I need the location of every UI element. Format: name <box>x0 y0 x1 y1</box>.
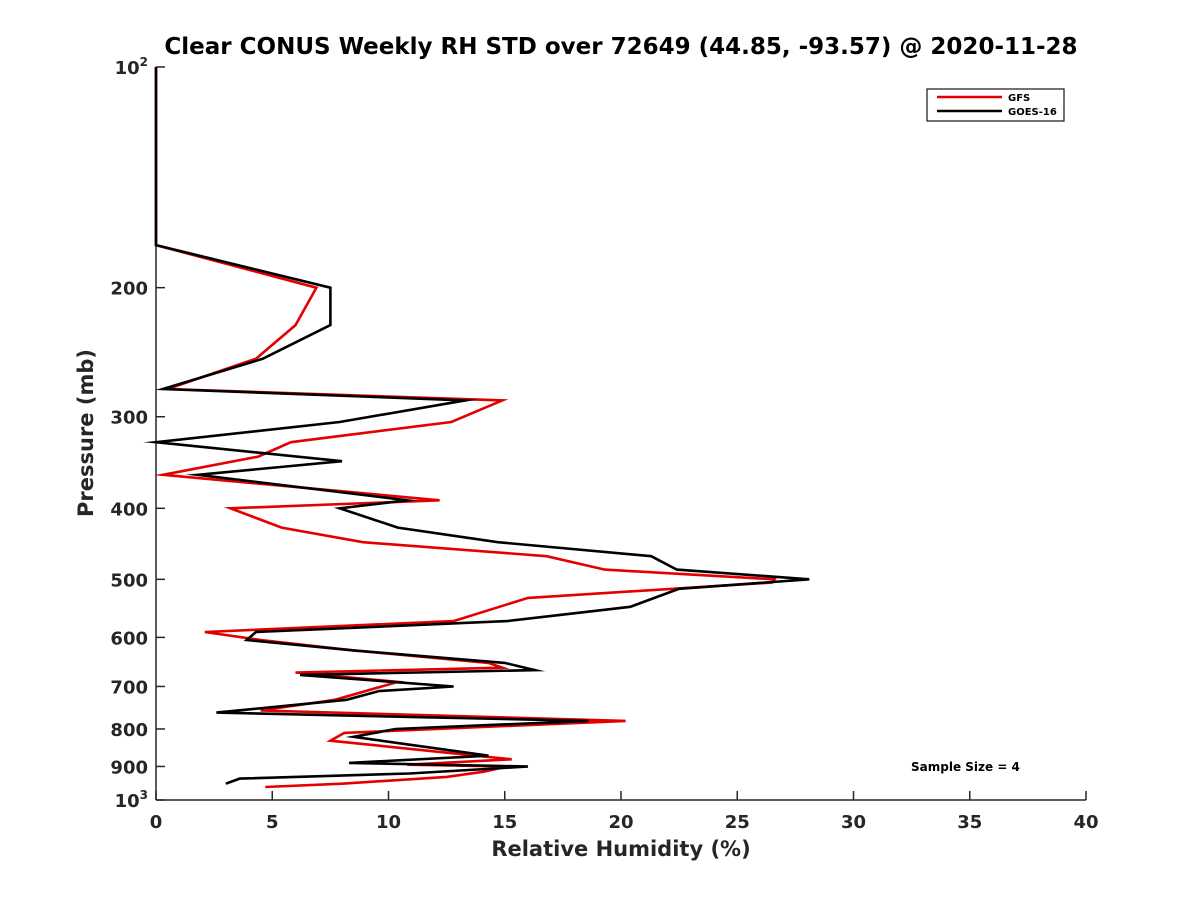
y-tick-exponent: 3 <box>140 788 148 802</box>
y-tick-label: 800 <box>110 720 148 741</box>
y-tick-label: 300 <box>110 408 148 429</box>
y-tick-label: 200 <box>110 279 148 300</box>
y-tick-label: 400 <box>110 499 148 520</box>
x-tick-label: 20 <box>608 812 633 833</box>
series-line-goes16 <box>143 67 810 785</box>
legend-label-gfs: GFS <box>1008 93 1030 104</box>
x-ticks: 0 5 10 15 20 25 30 35 40 <box>150 791 1099 833</box>
x-axis-label: Relative Humidity (%) <box>491 837 750 861</box>
x-tick-label: 15 <box>492 812 517 833</box>
x-tick-label: 0 <box>150 812 163 833</box>
y-tick-label: 102 <box>115 55 148 79</box>
x-tick-label: 25 <box>725 812 750 833</box>
y-tick-label: 103 <box>115 788 148 812</box>
x-tick-label: 35 <box>957 812 982 833</box>
legend-label-goes16: GOES-16 <box>1008 107 1057 118</box>
x-tick-label: 10 <box>376 812 401 833</box>
sample-size-annotation: Sample Size = 4 <box>911 760 1020 774</box>
y-tick-label: 700 <box>110 677 148 698</box>
plot-area: 0 5 10 15 20 25 30 35 40 10220030040050060070080… <box>110 55 1098 833</box>
y-tick-base: 10 <box>115 791 140 812</box>
legend-box <box>926 88 1065 122</box>
y-tick-base: 10 <box>115 58 140 79</box>
y-tick-label: 600 <box>110 628 148 649</box>
y-tick-exponent: 2 <box>140 55 148 69</box>
series-line-gfs <box>153 67 777 789</box>
y-tick-label: 900 <box>110 757 148 778</box>
x-tick-label: 5 <box>266 812 279 833</box>
legend: GFS GOES-16 <box>926 88 1065 122</box>
x-tick-label: 30 <box>841 812 866 833</box>
x-tick-label: 40 <box>1073 812 1098 833</box>
series-layer <box>143 67 810 789</box>
y-axis-label: Pressure (mb) <box>74 349 98 517</box>
chart-title: Clear CONUS Weekly RH STD over 72649 (44… <box>164 34 1077 60</box>
y-tick-label: 500 <box>110 570 148 591</box>
